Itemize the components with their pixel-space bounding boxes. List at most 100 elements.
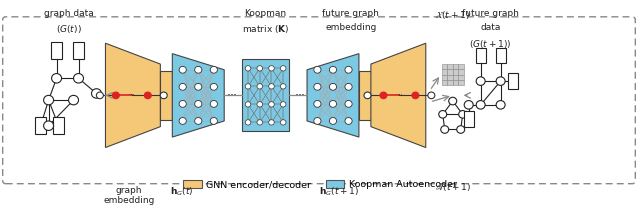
Legend: GNN encoder/decoder, Koopman Autoencoder: GNN encoder/decoder, Koopman Autoencoder — [179, 176, 461, 193]
Circle shape — [280, 120, 286, 125]
Circle shape — [245, 102, 251, 107]
Bar — [458, 80, 464, 85]
Text: embedding: embedding — [325, 24, 376, 32]
Circle shape — [97, 92, 104, 99]
Bar — [452, 64, 458, 69]
Bar — [464, 111, 474, 127]
Circle shape — [496, 77, 505, 85]
Circle shape — [245, 120, 251, 125]
Text: ···: ··· — [227, 90, 236, 100]
Circle shape — [464, 101, 473, 109]
Circle shape — [210, 66, 218, 73]
Circle shape — [44, 121, 54, 130]
Circle shape — [280, 66, 286, 71]
Circle shape — [345, 66, 352, 73]
Bar — [161, 71, 172, 120]
Circle shape — [380, 92, 387, 99]
Text: ···: ··· — [228, 90, 237, 100]
Bar — [508, 73, 518, 89]
Text: $\mathbf{h}_{G}(t)$: $\mathbf{h}_{G}(t)$ — [170, 186, 194, 198]
Bar — [35, 117, 46, 134]
Circle shape — [68, 95, 79, 105]
Bar — [447, 64, 452, 69]
Circle shape — [439, 110, 447, 118]
Circle shape — [457, 126, 465, 133]
Circle shape — [280, 102, 286, 107]
Circle shape — [412, 92, 419, 99]
Bar — [495, 48, 506, 63]
Circle shape — [441, 126, 449, 133]
Bar — [452, 74, 458, 80]
Circle shape — [144, 92, 151, 99]
Circle shape — [345, 100, 352, 107]
Circle shape — [210, 118, 218, 124]
Circle shape — [257, 66, 262, 71]
Bar — [458, 69, 464, 74]
Text: $\mathbf{h}_{G}(t+1)$: $\mathbf{h}_{G}(t+1)$ — [319, 186, 359, 198]
Bar — [447, 69, 452, 74]
Circle shape — [280, 84, 286, 89]
Polygon shape — [307, 54, 359, 137]
Bar — [442, 80, 447, 85]
Bar — [452, 80, 458, 85]
Bar — [442, 64, 447, 69]
Text: $(G(t))$: $(G(t))$ — [56, 24, 81, 35]
Bar — [51, 42, 62, 59]
Text: ···: ··· — [396, 92, 403, 98]
Circle shape — [269, 66, 275, 71]
Circle shape — [345, 83, 352, 90]
Circle shape — [314, 66, 321, 73]
Text: graph data: graph data — [44, 9, 93, 18]
Circle shape — [179, 118, 186, 124]
Bar — [359, 71, 371, 120]
Bar — [442, 69, 447, 74]
Circle shape — [195, 100, 202, 107]
Text: data: data — [481, 24, 501, 32]
Polygon shape — [172, 54, 224, 137]
Bar — [447, 80, 452, 85]
Circle shape — [179, 83, 186, 90]
Bar — [442, 74, 447, 80]
Circle shape — [245, 84, 251, 89]
Text: $\mathcal{X}(t+1)$: $\mathcal{X}(t+1)$ — [435, 9, 470, 21]
Circle shape — [160, 92, 167, 99]
Circle shape — [44, 95, 54, 105]
Circle shape — [195, 83, 202, 90]
Circle shape — [269, 84, 275, 89]
Circle shape — [52, 74, 61, 83]
Circle shape — [92, 89, 102, 98]
Circle shape — [449, 97, 457, 105]
Bar — [73, 42, 84, 59]
Circle shape — [330, 83, 337, 90]
Polygon shape — [106, 43, 161, 147]
Circle shape — [210, 83, 218, 90]
Bar — [53, 117, 64, 134]
Text: ···: ··· — [296, 90, 305, 100]
Circle shape — [195, 66, 202, 73]
Circle shape — [314, 100, 321, 107]
Text: $\mathscr{A}(t+1)$: $\mathscr{A}(t+1)$ — [435, 181, 471, 193]
Circle shape — [459, 110, 467, 118]
Bar — [447, 74, 452, 80]
Circle shape — [428, 92, 435, 99]
Circle shape — [179, 100, 186, 107]
Bar — [458, 64, 464, 69]
Circle shape — [476, 77, 485, 85]
Circle shape — [330, 66, 337, 73]
Text: future graph: future graph — [323, 9, 380, 18]
Text: future graph: future graph — [462, 9, 519, 18]
Bar — [242, 59, 289, 131]
Circle shape — [74, 74, 83, 83]
Text: graph
embedding: graph embedding — [103, 186, 155, 205]
Circle shape — [345, 118, 352, 124]
Circle shape — [314, 83, 321, 90]
Circle shape — [179, 66, 186, 73]
Bar — [458, 74, 464, 80]
Circle shape — [195, 118, 202, 124]
Bar — [452, 69, 458, 74]
Text: matrix $(\mathbf{K})$: matrix $(\mathbf{K})$ — [242, 24, 289, 35]
Circle shape — [314, 118, 321, 124]
Circle shape — [496, 101, 505, 109]
Text: ···: ··· — [294, 90, 303, 100]
Circle shape — [257, 120, 262, 125]
